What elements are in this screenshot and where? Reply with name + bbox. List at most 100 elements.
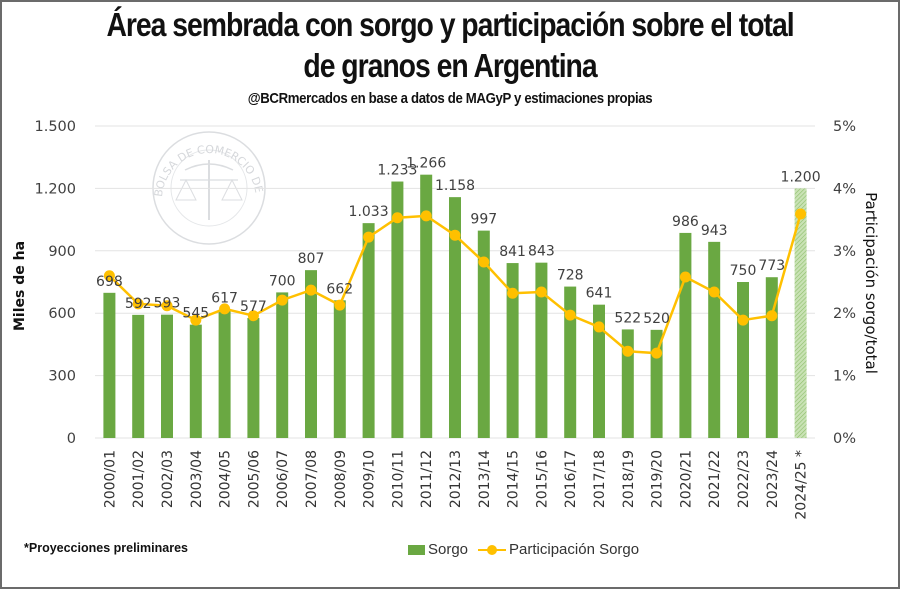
bar: [247, 317, 260, 438]
bar-projected: [794, 188, 807, 438]
y-tick-label: 0: [67, 431, 76, 447]
line-marker: [766, 310, 778, 322]
x-tick-label: 2010/11: [390, 450, 406, 508]
y2-tick-label: 2%: [833, 306, 856, 322]
bar: [305, 270, 317, 438]
bar-data-label: 577: [240, 299, 267, 315]
bar: [535, 262, 548, 438]
bar-data-label: 700: [269, 273, 296, 289]
line-marker: [651, 347, 663, 359]
bar: [449, 197, 461, 438]
bar-data-label: 1.033: [349, 204, 389, 220]
y-tick-label: 900: [48, 244, 76, 260]
bar: [679, 232, 692, 438]
line-marker: [334, 299, 346, 311]
line-marker: [795, 208, 807, 220]
line-marker: [363, 231, 375, 243]
bar: [132, 314, 145, 438]
x-tick-label: 2017/18: [592, 450, 608, 508]
bar: [391, 181, 404, 438]
line-marker: [478, 256, 490, 268]
x-tick-label: 2022/23: [736, 450, 752, 508]
line-marker: [305, 284, 317, 296]
bar: [276, 292, 289, 438]
line-marker: [622, 345, 634, 357]
bar: [218, 309, 231, 438]
chart-title-line2: de granos en Argentina: [303, 47, 597, 84]
bar-data-label: 943: [701, 223, 728, 239]
bar-data-label: 997: [470, 212, 497, 228]
x-tick-label: 2006/07: [275, 450, 291, 508]
line-marker: [276, 294, 288, 306]
bar-data-label: 986: [672, 214, 699, 230]
x-tick-label: 2005/06: [246, 450, 262, 508]
y-axis-title: Miles de ha: [12, 241, 28, 331]
x-tick-label: 2007/08: [304, 450, 320, 508]
bar-data-label: 1.233: [377, 163, 417, 179]
y2-tick-label: 4%: [833, 181, 856, 197]
bar-data-label: 728: [557, 268, 584, 284]
line-marker: [708, 286, 720, 298]
line-marker: [535, 286, 547, 298]
bar: [506, 263, 519, 438]
bar-data-label: 843: [528, 244, 555, 260]
line-marker: [420, 210, 432, 222]
x-tick-label: 2001/02: [131, 450, 147, 508]
bar: [564, 286, 577, 438]
bar-data-label: 698: [96, 274, 123, 290]
x-tick-label: 2013/14: [477, 450, 493, 508]
bar: [477, 230, 490, 438]
bar-data-label: 641: [586, 286, 613, 302]
bar-data-label: 545: [182, 306, 209, 322]
bar-data-label: 592: [125, 296, 152, 312]
line-marker: [679, 271, 691, 283]
x-tick-label: 2023/24: [765, 450, 781, 508]
bar: [161, 314, 173, 438]
bar-data-label: 807: [298, 251, 325, 267]
bar: [103, 292, 116, 438]
bar: [333, 300, 346, 438]
line-marker: [132, 298, 144, 310]
y2-axis-title: Participación sorgo/total: [862, 192, 880, 374]
line-marker: [564, 309, 576, 321]
bar-data-label: 773: [758, 258, 785, 274]
bar: [362, 223, 375, 438]
y-tick-label: 1.500: [34, 119, 76, 135]
line-marker: [593, 321, 605, 333]
line-marker: [391, 212, 403, 224]
x-tick-label: 2003/04: [189, 450, 205, 508]
bar: [189, 324, 202, 438]
legend: Sorgo Participación Sorgo: [408, 541, 639, 558]
x-tick-label: 2009/10: [362, 450, 378, 508]
x-tick-label: 2020/21: [678, 450, 694, 508]
line-marker: [161, 300, 173, 312]
line-marker: [507, 287, 519, 299]
y-tick-label: 300: [48, 369, 76, 385]
footnote: *Proyecciones preliminares: [24, 541, 188, 555]
bar-data-label: 520: [643, 311, 670, 327]
bar-data-label: 593: [154, 296, 181, 312]
legend-bar-swatch: [408, 544, 425, 555]
bar-data-label: 750: [730, 263, 757, 279]
bar-data-label: 662: [326, 281, 353, 297]
line-marker: [190, 314, 202, 326]
bar-data-label: 841: [499, 244, 526, 260]
x-tick-label: 2000/01: [102, 450, 118, 508]
bar: [593, 304, 605, 438]
x-tick-label: 2004/05: [218, 450, 234, 508]
chart-subtitle: @BCRmercados en base a datos de MAGyP y …: [247, 90, 653, 107]
line-marker: [247, 310, 259, 322]
line-marker: [219, 303, 231, 315]
bar: [708, 241, 721, 438]
y2-tick-label: 0%: [833, 431, 856, 447]
x-tick-label: 2016/17: [563, 450, 579, 508]
x-tick-label: 2024/25 *: [794, 450, 810, 520]
line-marker: [737, 314, 749, 326]
x-tick-label: 2011/12: [419, 450, 435, 508]
x-tick-label: 2019/20: [650, 450, 666, 508]
bar: [737, 282, 749, 438]
bar-data-label: 1.200: [781, 169, 821, 185]
y2-tick-label: 3%: [833, 244, 856, 260]
x-tick-label: 2015/16: [534, 450, 550, 508]
bar: [621, 329, 634, 438]
